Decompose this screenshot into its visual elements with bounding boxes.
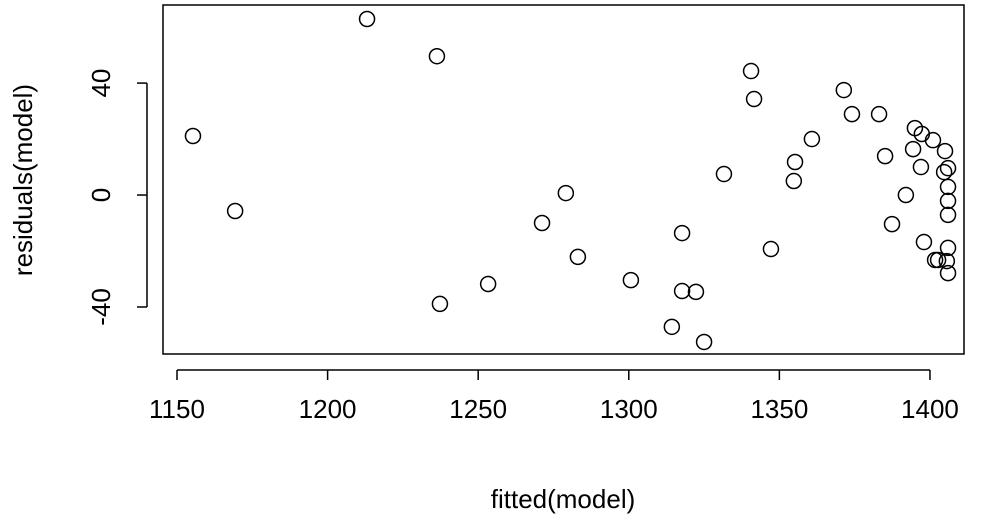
- point: [663, 318, 681, 336]
- x-tick-label: 1200: [299, 394, 357, 424]
- point: [938, 252, 956, 270]
- point: [358, 10, 376, 28]
- point: [883, 215, 901, 233]
- point: [745, 90, 763, 108]
- point: [897, 186, 915, 204]
- point: [939, 264, 957, 282]
- point: [762, 240, 780, 258]
- point: [785, 172, 803, 190]
- point: [695, 333, 713, 351]
- point: [622, 271, 640, 289]
- point: [939, 159, 957, 177]
- point: [939, 178, 957, 196]
- y-tick-label: 0: [86, 188, 116, 202]
- point: [687, 283, 705, 301]
- point: [939, 206, 957, 224]
- point: [715, 165, 733, 183]
- point: [184, 127, 202, 145]
- point: [226, 202, 244, 220]
- point: [939, 192, 957, 210]
- point: [786, 153, 804, 171]
- point: [915, 233, 933, 251]
- point: [569, 248, 587, 266]
- point: [876, 147, 894, 165]
- point: [431, 295, 449, 313]
- point: [936, 142, 954, 160]
- point: [870, 105, 888, 123]
- point: [803, 130, 821, 148]
- point: [939, 239, 957, 257]
- point: [673, 224, 691, 242]
- point: [533, 214, 551, 232]
- point: [835, 81, 853, 99]
- y-axis-label: residuals(model): [8, 84, 38, 276]
- plot-box: [162, 4, 965, 355]
- point: [479, 275, 497, 293]
- point: [904, 140, 922, 158]
- point: [912, 158, 930, 176]
- y-tick-label: -40: [86, 288, 116, 326]
- x-tick-label: 1250: [449, 394, 507, 424]
- point: [843, 105, 861, 123]
- y-tick-label: 40: [86, 69, 116, 98]
- x-tick-label: 1300: [600, 394, 658, 424]
- point: [935, 163, 953, 181]
- point: [924, 131, 942, 149]
- x-tick-label: 1400: [901, 394, 959, 424]
- point: [742, 62, 760, 80]
- point: [428, 47, 446, 65]
- point: [929, 251, 947, 269]
- x-axis-label: fitted(model): [491, 484, 636, 514]
- point: [673, 282, 691, 300]
- x-tick-label: 1350: [750, 394, 808, 424]
- point: [557, 184, 575, 202]
- x-tick-label: 1150: [149, 394, 205, 424]
